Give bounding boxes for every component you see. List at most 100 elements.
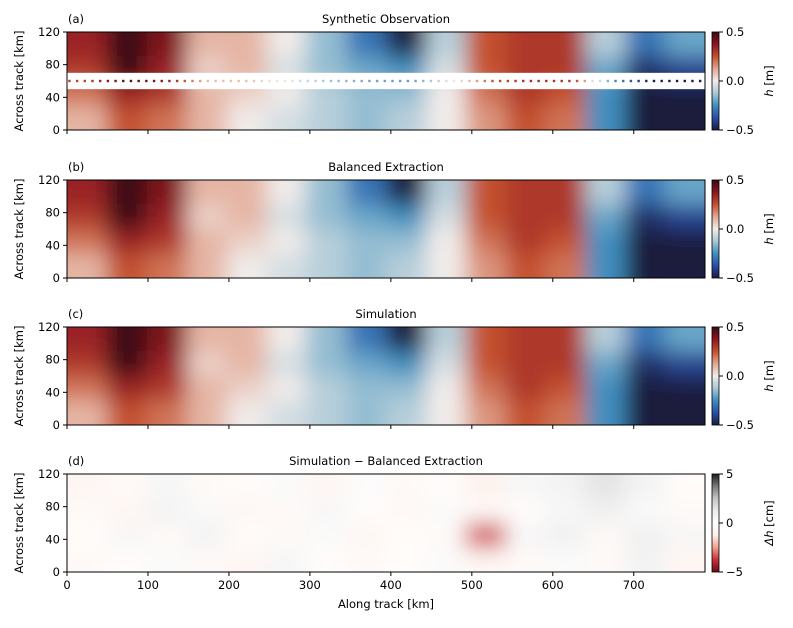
nadir-point <box>314 79 317 83</box>
heatmap-cells <box>67 327 705 425</box>
heatmap-cell <box>146 204 188 230</box>
nadir-point <box>598 79 602 83</box>
x-tick-label: 200 <box>218 578 240 592</box>
colorbar-label: Δh [cm] <box>762 500 776 546</box>
heatmap-cell <box>545 474 587 500</box>
nadir-point <box>298 79 302 83</box>
heatmap-cell <box>665 253 705 278</box>
heatmap-cell <box>186 400 228 425</box>
nadir-point <box>252 79 256 83</box>
panel-title: Simulation − Balanced Extraction <box>289 454 483 468</box>
heatmap-cell <box>306 351 348 377</box>
nadir-point <box>483 79 486 83</box>
y-tick-label: 120 <box>38 467 60 481</box>
heatmap-cell <box>146 498 188 524</box>
heatmap-cell <box>346 474 387 500</box>
heatmap-cell <box>106 376 148 402</box>
panel-c: 0 40 80 120 Across track [km] (c) Simulation 0.… <box>12 307 776 432</box>
panel-label: (a) <box>68 12 84 26</box>
y-axis-label: Across track [km] <box>12 31 26 132</box>
colorbar-label-unit: [m] <box>762 65 776 89</box>
heatmap-cell <box>625 376 667 402</box>
nadir-point <box>337 79 340 83</box>
y-tick-label: 0 <box>53 565 60 579</box>
heatmap-cell <box>186 498 228 524</box>
panel-label: (b) <box>68 160 84 174</box>
x-tick-label: 400 <box>380 578 402 592</box>
nadir-point <box>645 79 648 83</box>
nadir-point <box>583 79 586 83</box>
colorbar-label-variable: h <box>762 384 776 391</box>
heatmap-cell <box>186 547 228 572</box>
heatmap-cell <box>226 32 268 58</box>
heatmap-cell <box>585 400 627 425</box>
heatmap-cell <box>425 229 467 255</box>
heatmap-cells <box>67 180 705 278</box>
heatmap-cell <box>585 547 627 572</box>
nadir-point <box>414 79 417 83</box>
swath-gap <box>67 72 705 90</box>
nadir-point <box>629 79 633 83</box>
heatmap-cell <box>266 32 308 58</box>
heatmap-cell <box>545 253 587 278</box>
heatmap-cell <box>505 105 547 130</box>
nadir-point <box>429 79 433 83</box>
heatmap-cell <box>425 523 467 549</box>
heatmap-cell <box>585 474 627 500</box>
nadir-point <box>91 79 94 83</box>
y-tick-label: 80 <box>45 353 60 367</box>
colorbar-tick-label: −0.5 <box>726 271 754 285</box>
y-tick-label: 40 <box>45 90 60 104</box>
heatmap-cell <box>665 351 705 377</box>
heatmap-cell <box>346 351 387 377</box>
nadir-point <box>183 79 187 83</box>
panel-d: 0 100 200 300 400 500 600 700 0 40 80 120 Across tra… <box>12 454 776 611</box>
nadir-point <box>591 79 594 83</box>
nadir-point <box>406 79 410 83</box>
heatmap-cell <box>226 327 268 353</box>
heatmap-cell <box>465 400 507 425</box>
heatmap-cell <box>266 400 308 425</box>
heatmap-cell <box>226 105 268 130</box>
nadir-point <box>445 79 448 83</box>
heatmap-cell <box>386 400 427 425</box>
heatmap-cell <box>266 253 308 278</box>
y-tick-label: 120 <box>38 25 60 39</box>
heatmap-cell <box>106 498 148 524</box>
nadir-point <box>137 79 140 83</box>
nadir-point <box>106 79 110 83</box>
heatmap-cell <box>186 253 228 278</box>
heatmap-cell <box>425 400 467 425</box>
heatmap-cell <box>266 523 308 549</box>
nadir-point <box>375 79 379 83</box>
heatmap-cell <box>425 204 467 230</box>
heatmap-cell <box>266 180 308 206</box>
nadir-point <box>175 79 179 83</box>
heatmap <box>67 180 705 278</box>
heatmap-cell <box>306 204 348 230</box>
heatmap-cell <box>226 253 268 278</box>
heatmap-cell <box>665 327 705 353</box>
heatmap-cell <box>505 498 547 524</box>
heatmap-cell <box>585 498 627 524</box>
heatmap-cell <box>625 523 667 549</box>
heatmap-cell <box>625 229 667 255</box>
colorbar-label-unit: [m] <box>762 213 776 237</box>
nadir-point <box>329 79 333 83</box>
heatmap-cell <box>186 204 228 230</box>
heatmap-cell <box>146 253 188 278</box>
heatmap-cell <box>545 204 587 230</box>
y-axis-label: Across track [km] <box>12 179 26 280</box>
heatmap-cell <box>625 327 667 353</box>
heatmap-cell <box>226 474 268 500</box>
heatmap-cell <box>106 105 148 130</box>
panel-title: Balanced Extraction <box>328 160 444 174</box>
nadir-point <box>506 79 510 83</box>
y-tick-label: 0 <box>53 123 60 137</box>
heatmap-cell <box>306 32 348 58</box>
heatmap-cell <box>465 180 507 206</box>
heatmap-cell <box>67 204 108 230</box>
heatmap-cell <box>146 351 188 377</box>
heatmap-cell <box>665 180 705 206</box>
y-tick-label: 80 <box>45 206 60 220</box>
